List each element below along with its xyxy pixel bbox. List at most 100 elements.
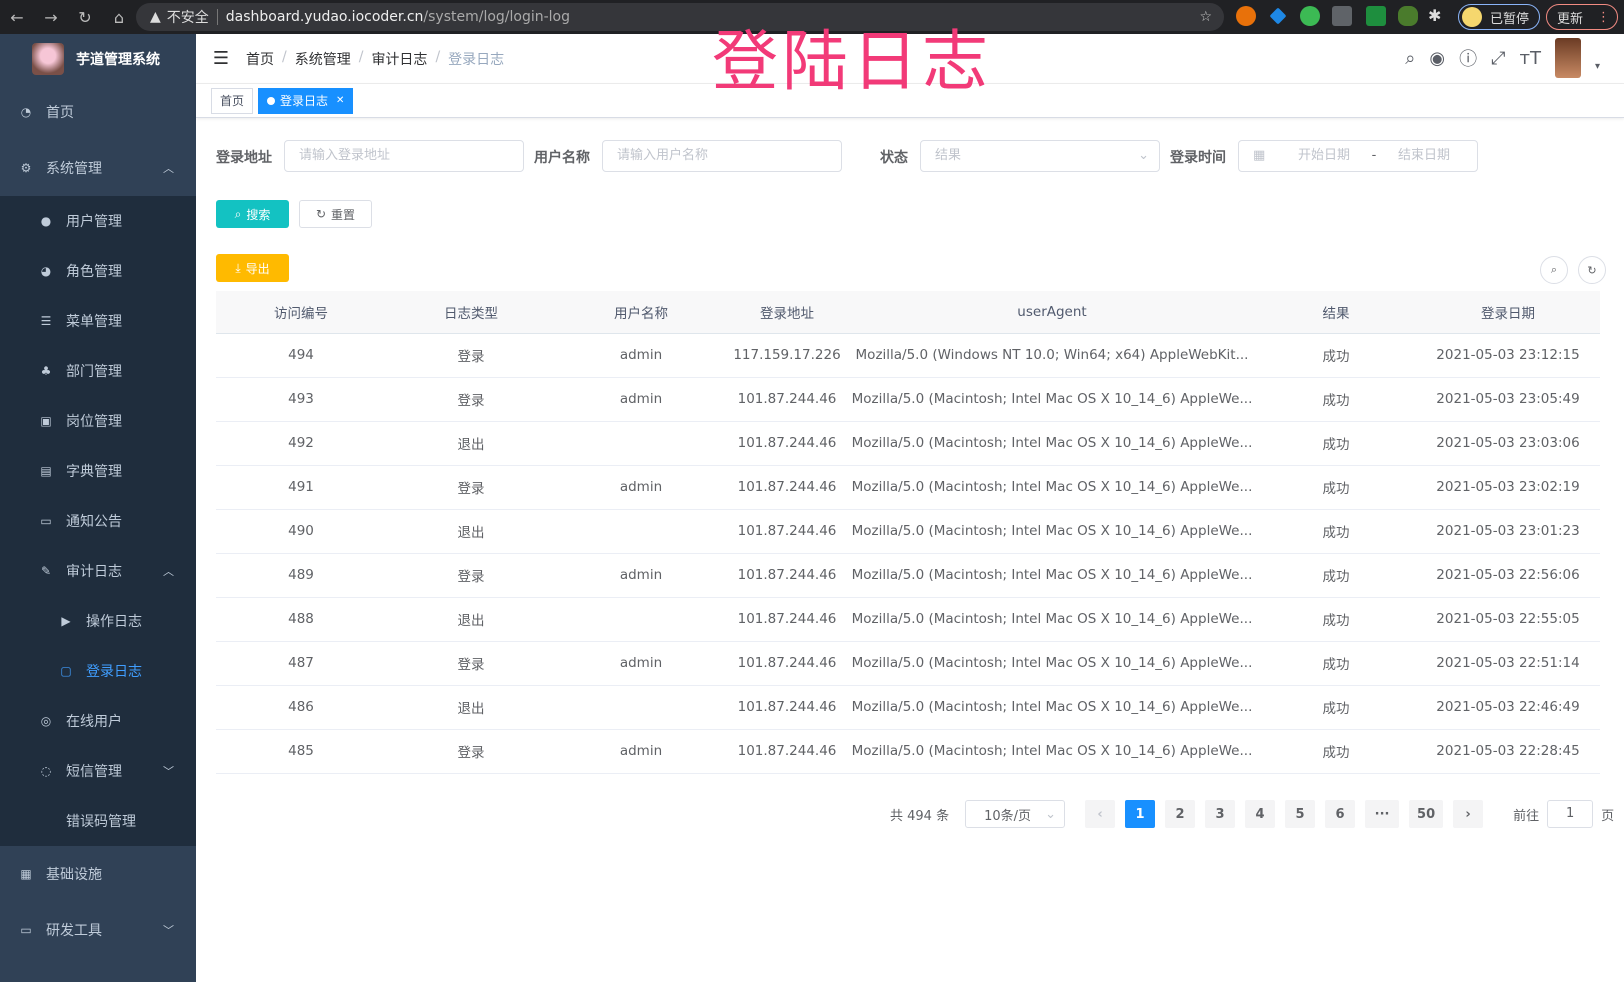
extension-icon[interactable] xyxy=(1300,6,1320,26)
toggle-search-icon[interactable]: ⌕ xyxy=(1540,256,1568,284)
url-host: dashboard.yudao.iocoder.cn xyxy=(225,9,424,25)
sidebar-item[interactable]: 错误码管理 xyxy=(0,796,196,846)
ip-input[interactable]: 请输入登录地址 xyxy=(284,140,524,172)
caret-down-icon[interactable]: ▾ xyxy=(1594,60,1600,72)
font-size-icon[interactable]: тT xyxy=(1519,47,1541,69)
hamburger-icon[interactable]: ☰ xyxy=(212,48,230,69)
update-button[interactable]: 更新 ⋮ xyxy=(1546,4,1618,30)
avatar[interactable] xyxy=(1554,38,1581,78)
sidebar-item[interactable]: ● 用户管理 xyxy=(0,196,196,246)
sidebar-item-label: 用户管理 xyxy=(66,214,122,230)
end-date[interactable]: 结束日期 xyxy=(1397,148,1450,163)
date-range-picker[interactable]: ▦ 开始日期 - 结束日期 xyxy=(1238,140,1478,172)
home-icon[interactable]: ⌂ xyxy=(113,7,125,27)
extension-icon[interactable] xyxy=(1332,6,1352,26)
reload-icon[interactable]: ↻ xyxy=(78,7,92,27)
sidebar-item[interactable]: ▢ 登录日志 xyxy=(0,646,196,696)
table-cell: 101.87.244.46 xyxy=(726,421,848,466)
bookmark-star-icon[interactable]: ☆ xyxy=(1199,9,1212,25)
page-button[interactable]: 50 xyxy=(1409,800,1444,828)
table-cell: 486 xyxy=(216,685,386,730)
export-button[interactable]: ⤓ 导出 xyxy=(216,254,289,282)
sidebar-item[interactable]: ▣ 岗位管理 xyxy=(0,396,196,446)
page-button[interactable]: 2 xyxy=(1165,800,1196,828)
table-cell: 成功 xyxy=(1256,553,1416,598)
user-icon: ● xyxy=(40,214,52,228)
table-cell: 成功 xyxy=(1256,509,1416,554)
refresh-icon: ↻ xyxy=(315,207,327,221)
forward-icon[interactable]: → xyxy=(44,7,58,27)
back-icon[interactable]: ← xyxy=(10,7,24,27)
profile-button[interactable]: 已暂停 xyxy=(1458,4,1540,30)
page-button[interactable]: 5 xyxy=(1285,800,1316,828)
extension-icon[interactable] xyxy=(1366,6,1386,26)
status-select[interactable]: 结果 ⌄ xyxy=(920,140,1160,172)
extension-icon[interactable] xyxy=(1398,6,1418,26)
sidebar-item-label: 短信管理 xyxy=(66,764,122,780)
breadcrumb-item: 系统管理 xyxy=(294,51,351,68)
extension-icon[interactable] xyxy=(1236,6,1256,26)
page-button[interactable]: 1 xyxy=(1125,800,1156,828)
help-icon[interactable]: ⓘ xyxy=(1459,49,1478,70)
search-icon[interactable]: ⌕ xyxy=(1405,47,1416,69)
goto-page-input[interactable]: 1 xyxy=(1547,800,1594,828)
table-cell: 490 xyxy=(216,509,386,554)
chevron-down-icon: ⌄ xyxy=(1045,806,1057,822)
close-icon[interactable]: ✕ xyxy=(336,95,345,106)
puzzle-icon[interactable]: ✱ xyxy=(1428,6,1442,25)
sidebar-item[interactable]: ✎ 审计日志 ︿ xyxy=(0,546,196,596)
sidebar-item-label: 操作日志 xyxy=(86,614,142,630)
sidebar-item[interactable]: ⚙ 系统管理 ︿ xyxy=(0,140,196,196)
table-cell: 492 xyxy=(216,421,386,466)
tag-home[interactable]: 首页 xyxy=(211,87,254,114)
page-button[interactable]: 4 xyxy=(1245,800,1276,828)
date-separator: - xyxy=(1371,148,1377,163)
table-row: 492 退出 101.87.244.46 Mozilla/5.0 (Macintosh… xyxy=(216,421,1600,466)
goto-suffix: 页 xyxy=(1601,808,1615,824)
sidebar-item[interactable]: ▭ 研发工具 ﹀ xyxy=(0,902,196,958)
sidebar-item[interactable]: ▶ 操作日志 xyxy=(0,596,196,646)
update-label: 更新 xyxy=(1557,11,1584,27)
table-cell: 成功 xyxy=(1256,685,1416,730)
reset-button[interactable]: ↻ 重置 xyxy=(299,200,372,228)
table-cell: admin xyxy=(556,333,726,378)
prev-page-button[interactable]: ‹ xyxy=(1085,800,1116,828)
sidebar-item[interactable]: ▦ 基础设施 xyxy=(0,846,196,902)
table-cell: admin xyxy=(556,465,726,510)
start-date[interactable]: 开始日期 xyxy=(1297,148,1350,163)
sidebar-item[interactable]: ◌ 短信管理 ﹀ xyxy=(0,746,196,796)
search-button[interactable]: ⌕ 搜索 xyxy=(216,200,289,228)
sidebar-item[interactable]: ▭ 通知公告 xyxy=(0,496,196,546)
gear-icon: ⚙ xyxy=(20,161,32,175)
sidebar-item[interactable]: ◎ 在线用户 xyxy=(0,696,196,746)
table-row: 494 登录 admin 117.159.17.226 Mozilla/5.0 (Win… xyxy=(216,333,1600,378)
table-cell: 退出 xyxy=(386,685,556,730)
sidebar-item[interactable]: ◔ 首页 xyxy=(0,84,196,140)
username-input[interactable]: 请输入用户名称 xyxy=(602,140,842,172)
sidebar-logo[interactable]: 芋道管理系统 xyxy=(0,34,196,84)
sidebar-item[interactable]: ▤ 字典管理 xyxy=(0,446,196,496)
sidebar-item[interactable]: ◕ 角色管理 xyxy=(0,246,196,296)
page-button[interactable]: 3 xyxy=(1205,800,1236,828)
sidebar-item-label: 字典管理 xyxy=(66,464,122,480)
tag-login-log[interactable]: 登录日志 ✕ xyxy=(258,87,354,114)
column-header: 结果 xyxy=(1256,291,1416,334)
sidebar-item-label: 通知公告 xyxy=(66,514,122,530)
fullscreen-icon[interactable]: ⤢ xyxy=(1491,47,1506,69)
refresh-icon[interactable]: ↻ xyxy=(1578,256,1606,284)
extension-icon[interactable] xyxy=(1269,7,1287,25)
sidebar-item[interactable]: ☰ 菜单管理 xyxy=(0,296,196,346)
sidebar-item[interactable]: ♣ 部门管理 xyxy=(0,346,196,396)
page-button[interactable]: 6 xyxy=(1325,800,1356,828)
github-icon[interactable]: ◉ xyxy=(1429,47,1446,69)
table-cell: 101.87.244.46 xyxy=(726,597,848,642)
page-size-select[interactable]: 10条/页 ⌄ xyxy=(965,800,1066,828)
breadcrumb-item[interactable]: 首页 xyxy=(246,51,274,68)
table-row: 490 退出 101.87.244.46 Mozilla/5.0 (Macintosh… xyxy=(216,509,1600,554)
page-button[interactable]: ··· xyxy=(1365,800,1400,828)
ip-label: 登录地址 xyxy=(216,150,272,166)
next-page-button[interactable]: › xyxy=(1453,800,1484,828)
goto-label: 前往 xyxy=(1513,808,1540,824)
address-bar[interactable]: ▲ 不安全 dashboard.yudao.iocoder.cn/system/… xyxy=(136,3,1224,31)
sidebar-item-label: 基础设施 xyxy=(46,867,102,883)
